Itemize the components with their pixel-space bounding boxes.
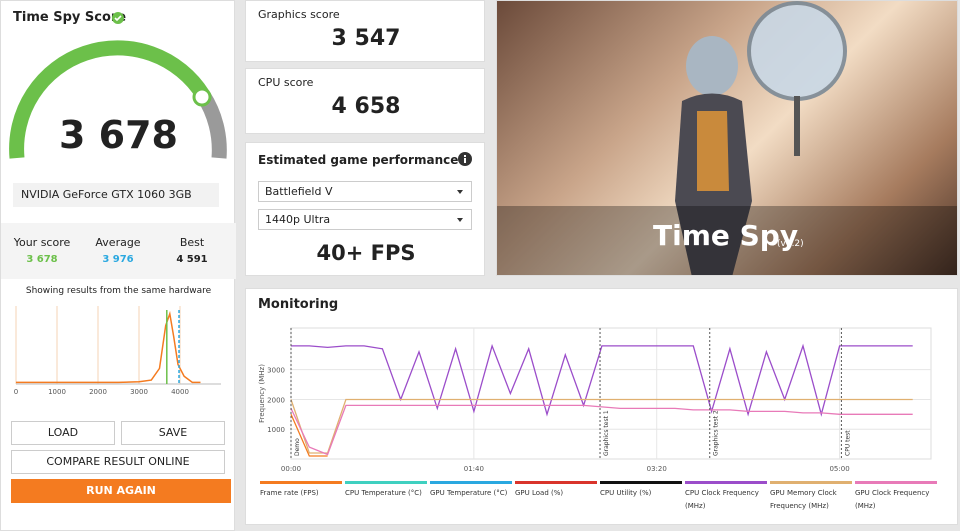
stat-value: 3 976 <box>102 254 134 265</box>
distribution-chart: 0 1000 2000 3000 4000 <box>14 306 221 396</box>
stat-label: Average <box>95 236 141 249</box>
title: Estimated game performance <box>258 153 459 167</box>
score: 3 678 <box>59 113 178 157</box>
x-tick-label: 0 <box>14 388 18 396</box>
legend-item[interactable]: Frame rate (FPS) <box>260 481 342 500</box>
monitoring-card: Monitoring 1000 2000 3000 00:00 01:40 03:20 05… <box>245 288 958 525</box>
legend-swatch <box>515 481 597 484</box>
y-tick-label: 1000 <box>267 426 285 434</box>
x-tick-label: 4000 <box>171 388 189 396</box>
test-marker-label: Graphics test 2 <box>713 410 720 456</box>
x-tick-label: 03:20 <box>647 465 667 473</box>
legend: Frame rate (FPS) CPU Temperature (°C) GPU … <box>260 481 950 521</box>
legend-label: CPU Temperature (°C) <box>345 489 422 497</box>
panel-title: Time Spy Score <box>13 10 127 25</box>
legend-label: GPU Memory Clock Frequency (MHz) <box>770 489 837 510</box>
series-line <box>291 343 913 417</box>
x-tick-label: 05:00 <box>829 465 849 473</box>
check-icon <box>112 12 124 24</box>
stat-label: Your score <box>13 236 71 249</box>
compare-button[interactable]: COMPARE RESULT ONLINE <box>11 450 225 474</box>
stat-value: 4 591 <box>176 254 208 265</box>
legend-item[interactable]: CPU Clock Frequency (MHz) <box>685 481 767 513</box>
legend-swatch <box>770 481 852 484</box>
legend-swatch <box>600 481 682 484</box>
gpu-name: NVIDIA GeForce GTX 1060 3GB <box>13 183 219 207</box>
legend-item[interactable]: GPU Clock Frequency (MHz) <box>855 481 937 513</box>
series-line <box>290 398 913 454</box>
banner: Time Spy (v1.2) <box>496 0 958 276</box>
banner-art <box>497 1 957 275</box>
x-tick-label: 01:40 <box>464 465 484 473</box>
game-select[interactable]: Battlefield V <box>258 181 472 202</box>
stat-label: Best <box>179 236 205 249</box>
x-tick-label: 3000 <box>130 388 148 396</box>
legend-label: Frame rate (FPS) <box>260 489 319 497</box>
stats: Your score 3 678 Average 3 976 Best 4 59… <box>1 223 236 279</box>
fps: 40+ FPS <box>316 241 416 265</box>
y-tick-label: 2000 <box>267 396 285 404</box>
legend-swatch <box>855 481 937 484</box>
banner-version: (v1.2) <box>777 239 804 249</box>
legend-label: GPU Load (%) <box>515 489 564 497</box>
cpu-card: CPU score 4 658 <box>245 68 485 134</box>
caption: Showing results from the same hardware <box>25 286 212 296</box>
game-card: Estimated game performance Battlefield V… <box>245 142 485 276</box>
label: CPU score <box>258 76 314 89</box>
graphics-card: Graphics score 3 547 <box>245 0 485 62</box>
monitoring-chart: 1000 2000 3000 00:00 01:40 03:20 05:00 Frequenc… <box>258 327 932 473</box>
value: 3 547 <box>331 26 401 51</box>
x-tick-label: 00:00 <box>281 465 301 473</box>
legend-item[interactable]: CPU Temperature (°C) <box>345 481 427 500</box>
legend-item[interactable]: GPU Temperature (°C) <box>430 481 512 500</box>
save-button[interactable]: SAVE <box>121 421 225 445</box>
legend-swatch <box>260 481 342 484</box>
y-axis-label: Frequency (MHz) <box>258 364 266 423</box>
y-tick-label: 3000 <box>267 367 285 375</box>
legend-item[interactable]: GPU Load (%) <box>515 481 597 500</box>
legend-label: CPU Utility (%) <box>600 489 652 497</box>
score-panel: Time Spy Score 3 678 NVIDIA GeForce GTX … <box>0 0 236 531</box>
distribution-line <box>16 310 201 384</box>
title: Monitoring <box>258 297 339 312</box>
legend-swatch <box>345 481 427 484</box>
test-marker-label: Graphics test 1 <box>603 410 610 456</box>
value: 4 658 <box>331 94 401 119</box>
legend-item[interactable]: GPU Memory Clock Frequency (MHz) <box>770 481 852 513</box>
legend-label: GPU Temperature (°C) <box>430 489 508 497</box>
preset-select[interactable]: 1440p Ultra <box>258 209 472 230</box>
legend-label: CPU Clock Frequency (MHz) <box>685 489 759 510</box>
legend-label: GPU Clock Frequency (MHz) <box>855 489 930 510</box>
plot-area <box>290 327 932 460</box>
legend-item[interactable]: CPU Utility (%) <box>600 481 682 500</box>
run-button[interactable]: RUN AGAIN <box>11 479 231 503</box>
test-marker-label: Demo <box>294 438 301 456</box>
gauge <box>9 40 227 159</box>
banner-title: Time Spy <box>653 219 799 252</box>
x-tick-label: 2000 <box>89 388 107 396</box>
load-button[interactable]: LOAD <box>11 421 115 445</box>
test-marker-label: CPU test <box>844 430 851 456</box>
series-line <box>290 404 913 456</box>
x-tick-label: 1000 <box>48 388 66 396</box>
series-line <box>290 414 328 457</box>
label: Graphics score <box>258 8 340 21</box>
legend-swatch <box>685 481 767 484</box>
legend-swatch <box>430 481 512 484</box>
info-icon[interactable] <box>458 152 472 166</box>
stat-value: 3 678 <box>26 254 58 265</box>
